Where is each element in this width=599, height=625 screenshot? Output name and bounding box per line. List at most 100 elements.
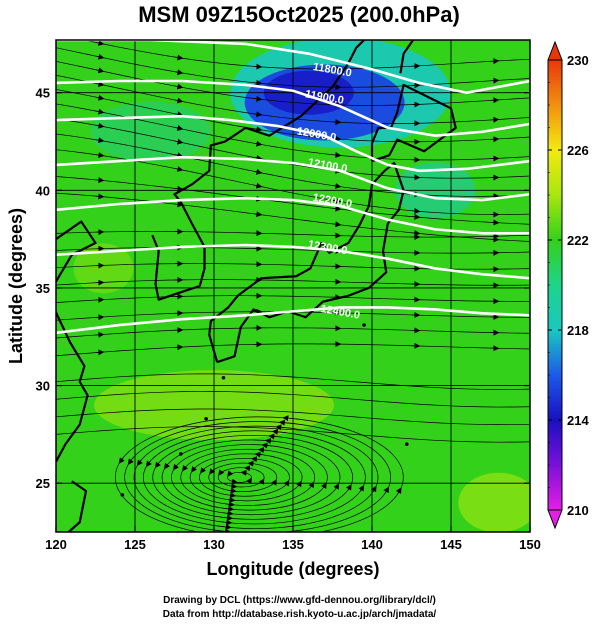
streamline-arrow xyxy=(174,97,184,104)
streamline-arrow xyxy=(332,182,342,189)
streamline-arrow xyxy=(332,152,342,158)
streamline xyxy=(56,118,530,179)
streamline-arrow xyxy=(490,236,500,243)
streamline-arrow xyxy=(95,40,105,46)
eddy-arrow xyxy=(222,510,234,517)
x-tick-label: 135 xyxy=(282,537,304,552)
colorbar-tick-label: 226 xyxy=(567,143,589,158)
streamline-arrow xyxy=(253,95,263,102)
height-contour xyxy=(56,79,530,137)
x-tick-label: 150 xyxy=(519,537,541,552)
height-contour xyxy=(56,196,530,235)
coast-primorye xyxy=(224,40,365,143)
streamline-arrow xyxy=(174,83,184,90)
streamline-arrow xyxy=(253,79,263,86)
eddy-arrow xyxy=(250,456,258,463)
eddy-streamline xyxy=(180,448,316,506)
streamline xyxy=(56,89,530,143)
x-tick-label: 125 xyxy=(124,537,146,552)
x-axis-ticks: 120 125 130 135 140 145 150 xyxy=(45,526,541,552)
eddy-streamline xyxy=(133,425,379,529)
coast-island xyxy=(221,375,226,380)
plot-area: 11800.011900.012000.012100.012200.012300… xyxy=(56,40,530,532)
x-tick-label: 130 xyxy=(203,537,225,552)
streamline xyxy=(56,61,530,106)
coast-island xyxy=(120,493,125,497)
streamline xyxy=(56,74,530,124)
streamline-arrow xyxy=(253,63,263,70)
streamline-arrow xyxy=(253,140,263,147)
coast-sakhalin xyxy=(399,40,414,74)
height-contour xyxy=(56,155,530,202)
streamline-arrow xyxy=(95,53,105,60)
eddy-streamline xyxy=(152,434,354,520)
eddy-streamline xyxy=(189,453,303,502)
eddy-arrow xyxy=(254,451,263,458)
eddy-arrow xyxy=(173,463,179,471)
streamline xyxy=(56,231,530,238)
y-tick-label: 25 xyxy=(36,476,50,491)
x-tick-label: 120 xyxy=(45,537,67,552)
eddy-arrow xyxy=(333,483,340,490)
field-blob-yellow-green-se xyxy=(458,472,530,532)
coast-island xyxy=(362,323,366,327)
eddy-streamline xyxy=(227,471,252,483)
x-axis-label: Longitude (degrees) xyxy=(206,559,379,579)
streamline-arrow xyxy=(253,154,263,161)
height-contour xyxy=(56,243,530,280)
height-contour xyxy=(56,114,530,173)
streamline-arrow xyxy=(95,81,105,87)
eddy-arrow xyxy=(229,492,237,499)
colorbar-bottom-triangle xyxy=(547,509,563,530)
streamline xyxy=(56,47,530,88)
eddy-arrow xyxy=(226,501,235,508)
eddy-streamline xyxy=(199,458,290,497)
eddy-arrow xyxy=(264,437,277,444)
streamline xyxy=(56,343,530,357)
eddy-arrow xyxy=(118,455,125,464)
streamline-arrow xyxy=(411,207,421,214)
colorbar: 210 214 218 222 226 230 xyxy=(547,40,589,530)
y-tick-label: 35 xyxy=(36,281,50,296)
eddy-arrow xyxy=(370,485,377,493)
streamline-arrow xyxy=(332,197,342,204)
eddy-arrow xyxy=(282,415,301,422)
eddy-arrow xyxy=(227,496,236,503)
eddy-arrow xyxy=(296,480,302,488)
coast-china xyxy=(56,220,97,463)
streamline xyxy=(56,327,530,339)
streamline-arrow xyxy=(411,213,421,220)
streamline-arrow xyxy=(490,97,500,104)
eddy-arrow xyxy=(163,462,170,470)
streamline-arrow xyxy=(95,67,105,74)
streamline-arrow xyxy=(95,331,105,338)
colorbar-tick-label: 218 xyxy=(567,323,589,338)
streamline xyxy=(82,40,530,70)
streamline-arrow xyxy=(95,108,105,115)
eddy-arrow xyxy=(218,519,233,526)
eddy-arrow xyxy=(258,478,265,485)
x-tick-label: 145 xyxy=(440,537,462,552)
streamline xyxy=(56,295,530,303)
eddy-arrow xyxy=(154,461,161,469)
streamline-arrow xyxy=(174,138,184,145)
streamline xyxy=(56,192,530,242)
streamline-arrow xyxy=(253,182,263,189)
eddy-arrow xyxy=(127,457,134,465)
eddy-arrow xyxy=(271,428,286,435)
colorbar-body xyxy=(547,59,563,511)
colorbar-tick-label: 222 xyxy=(567,233,589,248)
eddy-streamline xyxy=(161,439,341,516)
eddy-arrow xyxy=(182,464,189,472)
eddy-arrow xyxy=(209,468,216,475)
streamline-arrow xyxy=(95,193,105,200)
coast-hokkaido xyxy=(370,83,457,163)
footer-credit-data: Data from http://database.rish.kyoto-u.a… xyxy=(162,609,437,620)
streamline-arrow xyxy=(95,349,105,356)
streamline-arrow xyxy=(95,94,105,101)
streamline-arrow xyxy=(332,221,342,228)
streamline-arrow xyxy=(95,177,105,184)
streamline-arrow xyxy=(174,185,184,192)
colorbar-top-triangle xyxy=(547,40,563,61)
streamline-arrow xyxy=(95,152,105,158)
